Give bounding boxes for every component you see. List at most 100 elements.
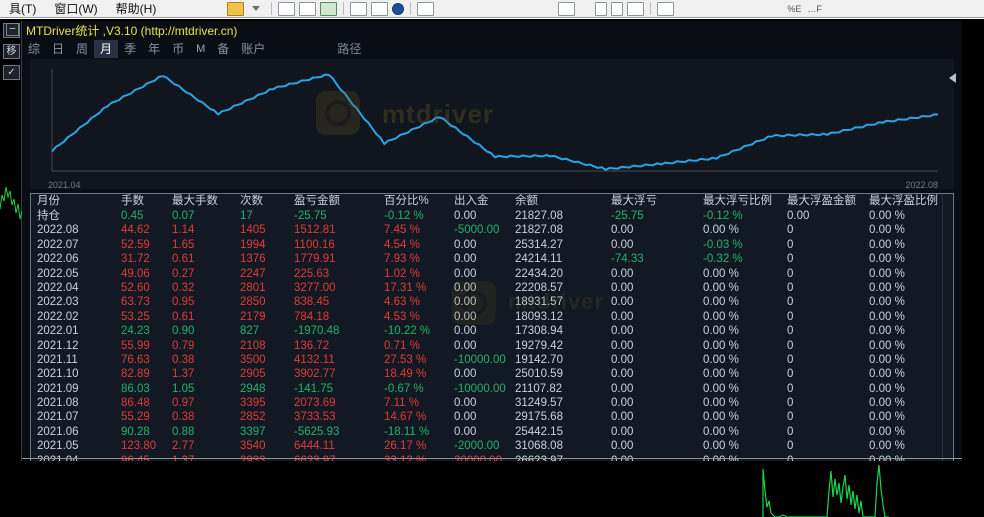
table-cell: 4132.11 [294,353,335,366]
slash-icon[interactable] [770,2,782,16]
toolbar-separator [410,2,412,15]
table-row[interactable]: 2021.09 86.03 1.05 2948 -141.75 -0.67 % -10000… [31,382,953,396]
rail-move-button[interactable]: 移 [3,44,20,59]
table-cell: 0.00 % [869,238,905,251]
table-cell: 123.80 [121,440,157,453]
table-row[interactable]: 2021.11 76.63 0.38 3500 4132.11 27.53 % -10000… [31,353,953,367]
pointer-icon[interactable] [227,1,245,16]
table-cell: 86.03 [121,382,150,395]
table-row[interactable]: 2022.04 52.60 0.32 2801 3277.00 17.31 % 0.00 22… [31,281,953,295]
table-row[interactable]: 2021.10 82.89 1.37 2905 3902.77 18.49 % 0.00 25… [31,367,953,381]
table-cell: 2022.03 [37,296,79,309]
host-menubar: 具(T) 窗口(W) 帮助(H) %E …F [0,0,984,18]
table-cell: 0.00 [454,397,477,410]
panel-title: MTDriver统计 ,V3.10 (http://mtdriver.cn) [26,24,238,38]
table-row[interactable]: 2021.08 86.48 0.97 3395 2073.69 7.11 % 0.00 312… [31,396,953,410]
table-cell: 55.29 [121,411,150,424]
table-cell: 0.00 % [703,325,739,338]
table-cell: 2021.05 [37,440,79,453]
chevron-down-icon[interactable] [248,2,265,16]
crosshair-icon[interactable] [579,2,591,16]
table-row[interactable]: 2022.03 63.73 0.95 2850 838.45 4.63 % 0.00 1893… [31,295,953,309]
table-cell: -5000.00 [454,224,500,237]
tab-year[interactable]: 年 [148,42,161,56]
fib-icon[interactable] [657,1,675,16]
grid-icon[interactable] [558,1,576,16]
table-cell: 2021.11 [37,353,78,366]
vline-icon[interactable] [678,2,690,16]
chart-tile-icon[interactable] [371,1,389,16]
table-cell: 0.00 % [869,397,905,410]
table-row[interactable]: 2021.07 55.29 0.38 2852 3733.53 14.67 % 0.00 29… [31,410,953,424]
rail-check-button[interactable]: ✓ [3,65,20,80]
table-cell: 2021.10 [37,368,79,381]
table-cell: 0.00 % [869,368,905,381]
tab-quarter[interactable]: 季 [124,42,137,56]
tab-comment[interactable]: 备 [217,42,230,56]
table-cell: 26.17 % [384,440,427,453]
table-cell: 0 [787,339,794,352]
table-row[interactable]: 2021.05 123.80 2.77 3540 6444.11 26.17 % -2000… [31,439,953,453]
table-row[interactable]: 持仓 0.45 0.07 17 -25.75 -0.12 % 0.00 21827.08 -25… [31,209,953,223]
table-cell: 0 [787,382,794,395]
period-tab-strip: 综 日 周 月 季 年 币 M 备 账户 路径 [22,40,962,58]
menu-item-help[interactable]: 帮助(H) [115,1,157,16]
text-icon[interactable] [611,1,624,16]
table-cell: 29175.68 [515,411,563,424]
label-f-icon[interactable]: …F [807,3,822,14]
table-cell: 0.00 [454,368,477,381]
tab-currency[interactable]: 币 [172,42,185,56]
table-cell: 0.00 [611,425,634,438]
table-cell: 持仓 [37,210,60,222]
statistics-table[interactable]: 月份 手数 最大手数 次数 盈亏金额 百分比% 出入金 余额 最大浮亏 最大浮亏比例 最大浮盈金额 最… [30,193,954,487]
bottom-indicator-area [0,461,984,517]
table-row[interactable]: 2022.06 31.72 0.61 1376 1779.91 7.93 % 0.00 242… [31,252,953,266]
label-e-icon[interactable]: %E [787,3,802,14]
globe-icon[interactable] [392,2,405,15]
table-row[interactable]: 2022.05 49.06 0.27 2247 225.63 1.02 % 0.00 2243… [31,267,953,281]
table-cell: 0 [787,238,794,251]
table-cell: 31249.57 [515,397,563,410]
equity-chart[interactable]: mtdriver 2021.04 2022.08 [30,59,956,190]
window-icon[interactable] [417,1,435,16]
grid-bottom-scrollline[interactable] [22,458,962,459]
menu-item-window[interactable]: 窗口(W) [54,1,98,16]
table-row[interactable]: 2022.08 44.62 1.14 1405 1512.81 7.45 % -5000.0… [31,223,953,237]
tab-day[interactable]: 日 [52,42,65,56]
cursor-icon[interactable] [595,1,608,16]
table-row[interactable]: 2022.07 52.59 1.65 1994 1100.16 4.54 % 0.00 253… [31,238,953,252]
tab-magic[interactable]: M [196,43,206,55]
table-row[interactable]: 2022.02 53.25 0.61 2179 784.18 4.53 % 0.00 1809… [31,310,953,324]
table-row[interactable]: 2021.12 55.99 0.79 2108 136.72 0.71 % 0.00 1927… [31,339,953,353]
tab-account[interactable]: 账户 [241,42,266,56]
table-cell: 17.31 % [384,281,427,294]
tab-path[interactable]: 路径 [337,42,362,56]
table-cell: 2905 [240,368,266,381]
table-row[interactable]: 2021.06 90.28 0.88 3397 -5625.93 -18.11 % 0.00… [31,425,953,439]
table-row[interactable]: 2022.01 24.23 0.90 827 -1970.48 -10.22 % 0.00 1… [31,324,953,338]
table-cell: 17 [240,210,253,222]
chart-bar-icon[interactable] [278,1,296,16]
table-cell: 0 [787,310,794,323]
table-cell: 25314.27 [515,238,563,251]
hline-icon[interactable] [694,2,706,16]
tab-overview[interactable]: 综 [28,42,41,56]
table-cell: 63.73 [121,296,150,309]
table-cell: -1970.48 [294,325,340,338]
menu-item-tools[interactable]: 具(T) [9,1,37,16]
table-cell: 0.00 [454,325,477,338]
chart-line-icon[interactable] [299,1,317,16]
table-cell: 14.67 % [384,411,427,424]
table-cell: 1.05 [172,382,195,395]
chart-candle-icon[interactable] [320,1,338,16]
table-cell: 0.00 % [703,296,739,309]
chart-window-icon[interactable] [350,1,368,16]
table-cell: 0.00 % [869,310,905,323]
table-cell: 2021.06 [37,425,79,438]
tab-week[interactable]: 周 [76,42,89,56]
line-icon[interactable] [627,1,645,16]
table-cell: 0.00 % [703,411,739,424]
table-cell: -0.12 % [384,210,424,222]
tab-month[interactable]: 月 [94,40,119,58]
panel-minimize-button[interactable]: – [6,23,19,36]
